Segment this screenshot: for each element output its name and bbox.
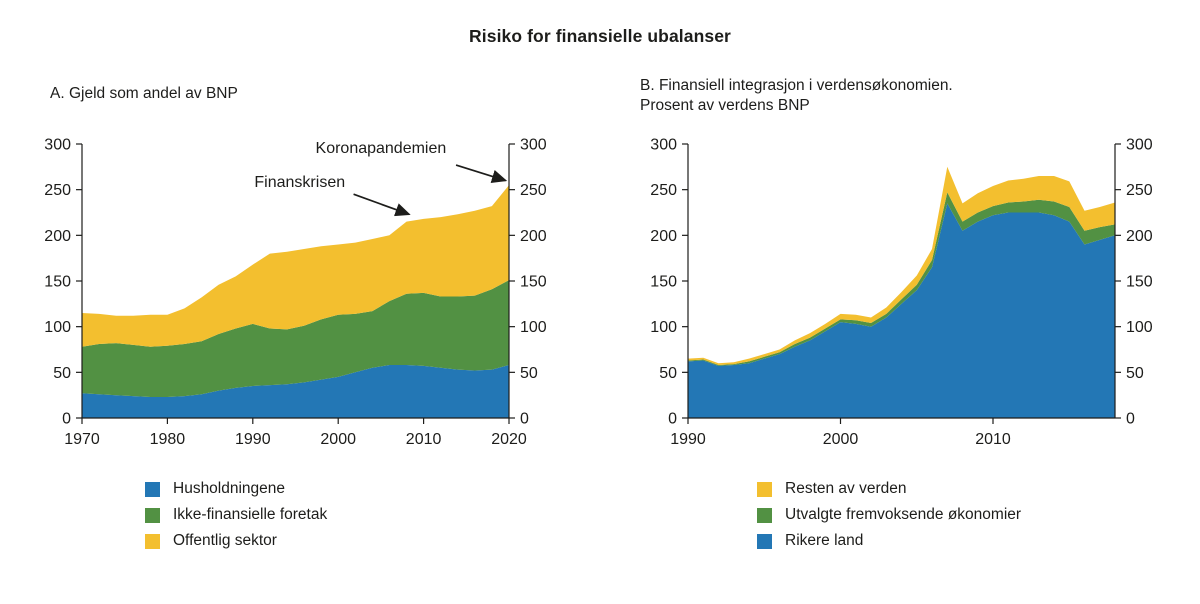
- y-tick-label: 300: [1126, 137, 1153, 154]
- legend-item: Rikere land: [757, 532, 1021, 549]
- y-tick-label: 150: [520, 274, 547, 291]
- annotation-label: Koronapandemien: [316, 140, 447, 157]
- x-tick-label: 1990: [670, 431, 706, 448]
- y-tick-label: 200: [650, 228, 677, 245]
- legend-label: Rikere land: [785, 532, 864, 549]
- x-tick-label: 1990: [235, 431, 271, 448]
- y-tick-label: 250: [44, 182, 71, 199]
- y-tick-label: 300: [44, 137, 71, 154]
- y-tick-label: 150: [44, 274, 71, 291]
- annotation-label: Finanskrisen: [254, 174, 345, 191]
- legend-label: Resten av verden: [785, 480, 907, 497]
- x-tick-label: 2000: [823, 431, 859, 448]
- area-0: [82, 365, 509, 418]
- panel-a-title: A. Gjeld som andel av BNP: [50, 84, 238, 104]
- x-tick-label: 2020: [491, 431, 527, 448]
- legend-swatch-rikere-land: [757, 533, 772, 549]
- y-tick-label: 300: [650, 137, 677, 154]
- x-tick-label: 1980: [150, 431, 186, 448]
- y-tick-label: 0: [1126, 411, 1135, 428]
- panel-b-legend: Resten av verden Utvalgte fremvoksende ø…: [757, 480, 1022, 559]
- legend-label: Ikke-finansielle foretak: [173, 506, 328, 523]
- panel-b-title-line1: B. Finansiell integrasjon i verdensøkono…: [640, 77, 953, 94]
- x-tick-label: 1970: [64, 431, 100, 448]
- legend-swatch-resten-av-verden: [757, 481, 772, 497]
- y-tick-label: 0: [520, 411, 529, 428]
- legend-label: Utvalgte fremvoksende økonomier: [785, 506, 1022, 523]
- area-0: [688, 203, 1115, 418]
- panel-b-title: B. Finansiell integrasjon i verdensøkono…: [640, 76, 953, 117]
- area-2: [82, 185, 509, 347]
- area-1: [82, 280, 509, 397]
- x-tick-label: 2010: [975, 431, 1011, 448]
- y-tick-label: 50: [1126, 365, 1144, 382]
- y-tick-label: 200: [44, 228, 71, 245]
- y-tick-label: 150: [650, 274, 677, 291]
- legend-label: Offentlig sektor: [173, 532, 277, 549]
- x-tick-label: 2000: [320, 431, 356, 448]
- y-tick-label: 50: [53, 365, 71, 382]
- legend-swatch-offentlig-sektor: [145, 533, 160, 549]
- legend-item: Ikke-finansielle foretak: [145, 506, 328, 523]
- y-tick-label: 100: [1126, 319, 1153, 336]
- y-tick-label: 300: [520, 137, 547, 154]
- panel-a-legend: Husholdningene Ikke-finansielle foretak …: [145, 480, 328, 559]
- legend-label: Husholdningene: [173, 480, 286, 497]
- legend-swatch-ikke-finansielle-foretak: [145, 507, 160, 523]
- y-tick-label: 0: [668, 411, 677, 428]
- legend-swatch-husholdningene: [145, 481, 160, 497]
- legend-swatch-fremvoksende-okonomier: [757, 507, 772, 523]
- y-tick-label: 250: [650, 182, 677, 199]
- legend-item: Husholdningene: [145, 480, 327, 497]
- y-tick-label: 100: [44, 319, 71, 336]
- legend-item: Utvalgte fremvoksende økonomier: [757, 506, 1022, 523]
- legend-item: Offentlig sektor: [145, 532, 327, 549]
- legend-item: Resten av verden: [757, 480, 1021, 497]
- y-tick-label: 100: [650, 319, 677, 336]
- annotation-arrow: [455, 164, 508, 183]
- panel-a-title-line1: A. Gjeld som andel av BNP: [50, 85, 238, 102]
- y-tick-label: 50: [520, 365, 538, 382]
- y-tick-label: 100: [520, 319, 547, 336]
- y-tick-label: 250: [520, 182, 547, 199]
- chart-a-debt-share-of-gdp: 0 0 50 50 100 100 150 150 200 200 250 250 300 300 1970…: [44, 137, 547, 449]
- y-tick-label: 50: [659, 365, 677, 382]
- y-tick-label: 200: [1126, 228, 1153, 245]
- y-tick-label: 250: [1126, 182, 1153, 199]
- y-tick-label: 150: [1126, 274, 1153, 291]
- x-tick-label: 2010: [406, 431, 442, 448]
- annotation-arrow: [353, 193, 411, 217]
- figure-title: Risiko for finansielle ubalanser: [469, 26, 731, 46]
- panel-b-title-line2: Prosent av verdens BNP: [640, 97, 810, 115]
- y-tick-label: 200: [520, 228, 547, 245]
- chart-b-financial-integration: 0 0 50 50 100 100 150 150 200 200 250 250 300 300 1990…: [650, 137, 1153, 449]
- y-tick-label: 0: [62, 411, 71, 428]
